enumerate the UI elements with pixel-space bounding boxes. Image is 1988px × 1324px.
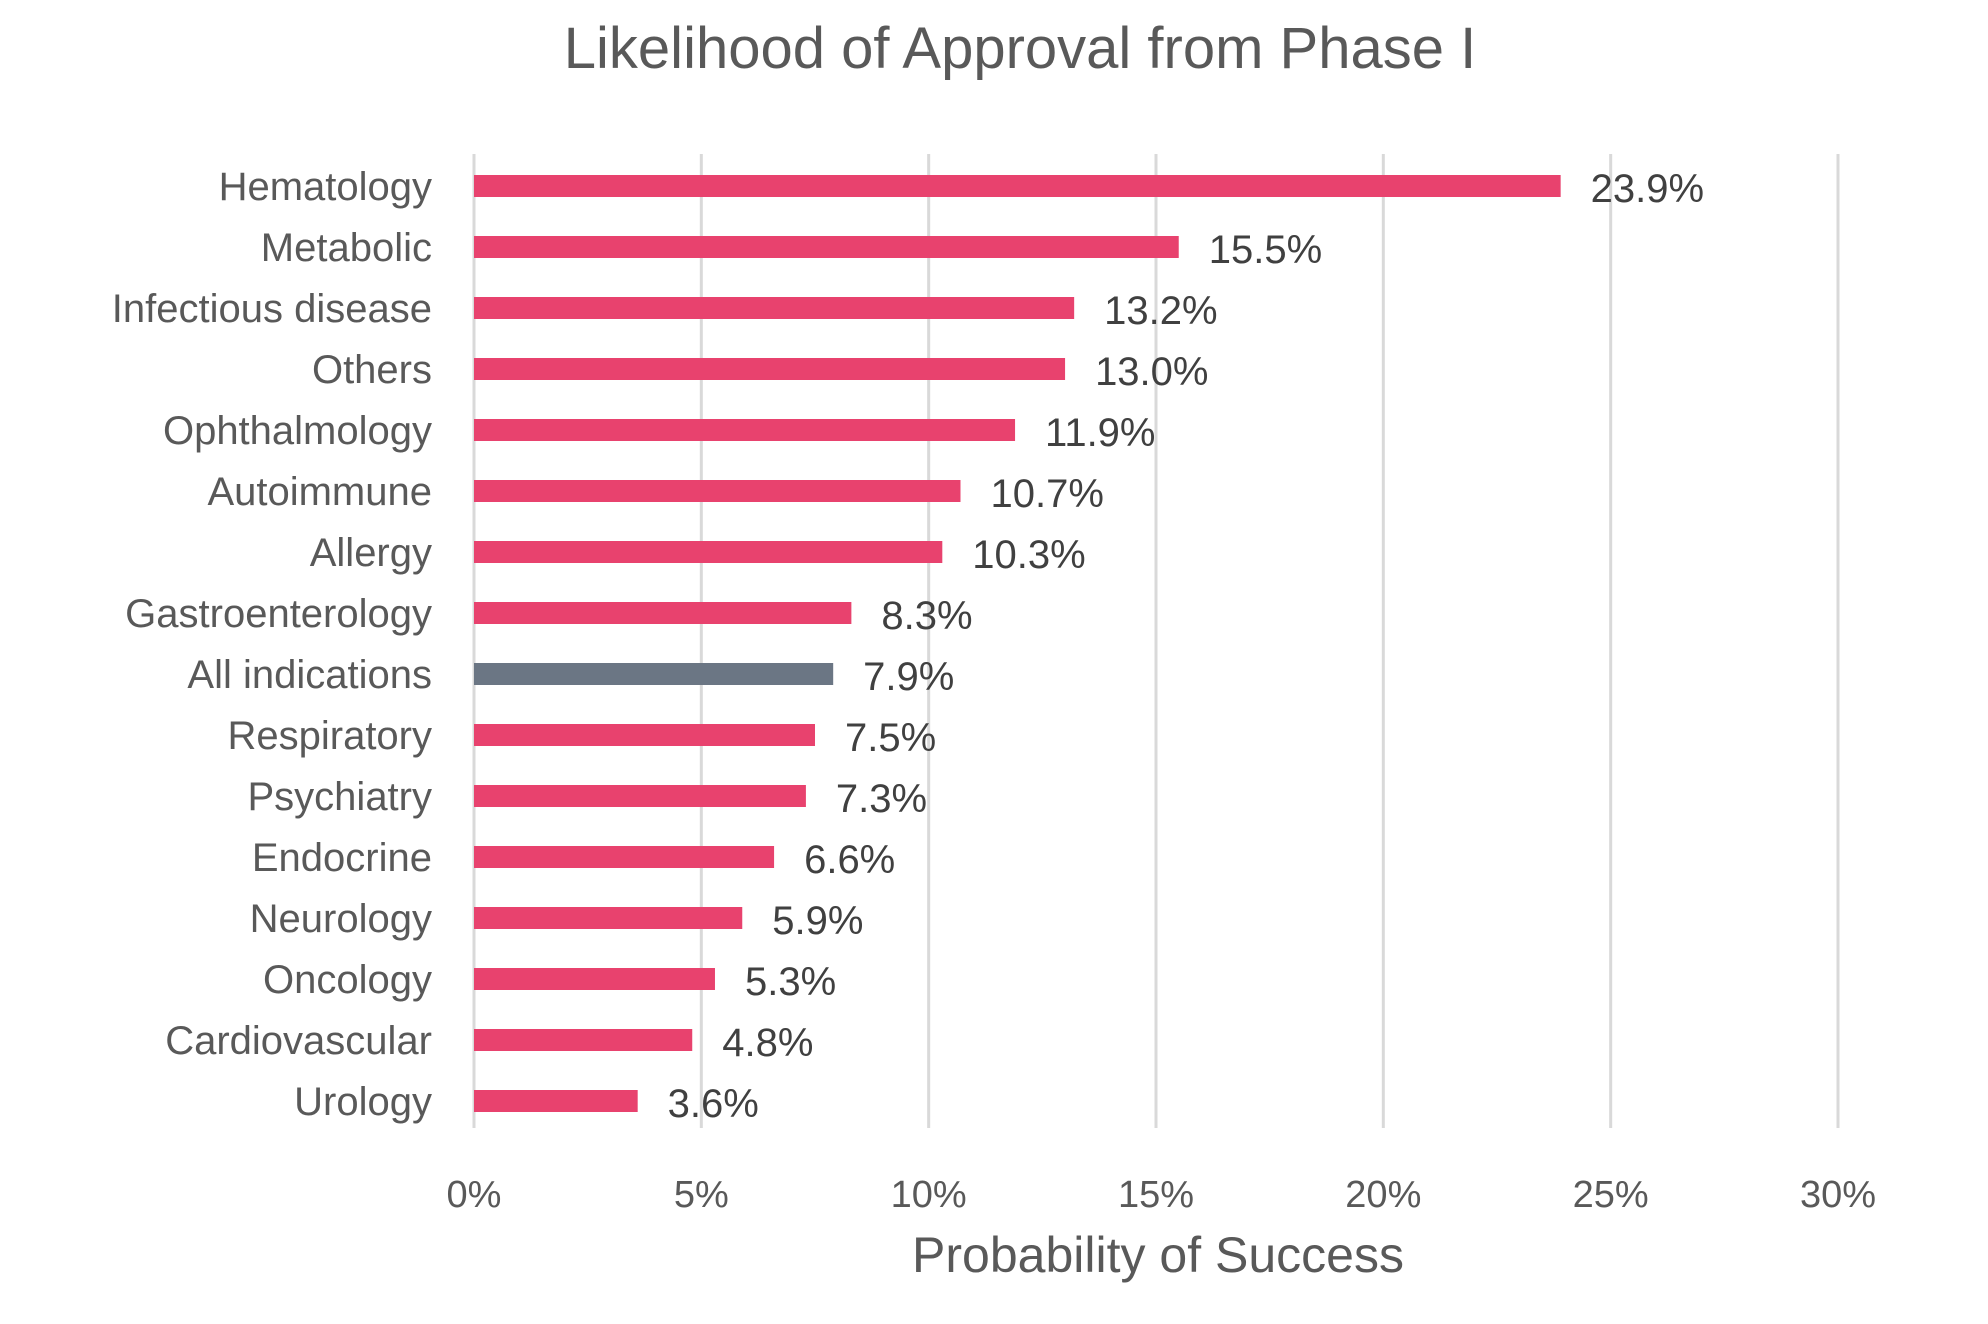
category-label: Respiratory — [227, 714, 432, 758]
data-label: 7.9% — [863, 655, 954, 699]
data-label: 7.5% — [845, 716, 936, 760]
bar — [474, 297, 1075, 319]
category-label: Hematology — [219, 165, 432, 209]
data-label: 13.2% — [1104, 289, 1217, 333]
x-tick-labels: 0% 5% 10% 15% 20% 25% 30% — [447, 1174, 1876, 1216]
bar — [474, 724, 815, 746]
x-tick-label: 5% — [674, 1174, 729, 1216]
data-label: 10.7% — [990, 472, 1103, 516]
category-label: Cardiovascular — [165, 1019, 432, 1063]
bar — [474, 541, 943, 563]
data-label: 5.3% — [745, 960, 836, 1004]
category-label: All indications — [187, 653, 432, 697]
data-label: 23.9% — [1591, 167, 1704, 211]
x-axis-title: Probability of Success — [912, 1227, 1404, 1283]
x-tick-label: 10% — [891, 1174, 967, 1216]
category-label: Oncology — [263, 958, 432, 1002]
bar — [474, 236, 1179, 258]
bar — [474, 846, 775, 868]
x-tick-label: 0% — [447, 1174, 502, 1216]
data-label: 5.9% — [772, 899, 863, 943]
category-labels: Hematology Metabolic Infectious disease Oth… — [112, 165, 432, 1124]
data-label: 13.0% — [1095, 350, 1208, 394]
category-label: Gastroenterology — [125, 592, 432, 636]
bar — [474, 1090, 638, 1112]
data-label: 15.5% — [1209, 228, 1322, 272]
bar — [474, 419, 1016, 441]
x-tick-label: 20% — [1345, 1174, 1421, 1216]
category-label: Others — [312, 348, 432, 392]
category-label: Neurology — [250, 897, 432, 941]
category-label: Ophthalmology — [163, 409, 432, 453]
bar — [474, 480, 961, 502]
data-label: 10.3% — [972, 533, 1085, 577]
bar — [474, 358, 1066, 380]
bars — [474, 175, 1561, 1112]
data-label: 8.3% — [881, 594, 972, 638]
x-tick-label: 15% — [1118, 1174, 1194, 1216]
bar — [474, 663, 834, 685]
data-label: 7.3% — [836, 777, 927, 821]
data-labels: 23.9% 15.5% 13.2% 13.0% 11.9% 10.7% 10.3%8.3% 7… — [668, 167, 1704, 1126]
chart-title: Likelihood of Approval from Phase I — [564, 16, 1476, 81]
x-tick-label: 25% — [1573, 1174, 1649, 1216]
bar — [474, 602, 852, 624]
category-label: Allergy — [310, 531, 432, 575]
category-label: Psychiatry — [248, 775, 433, 819]
category-label: Infectious disease — [112, 287, 432, 331]
data-label: 6.6% — [804, 838, 895, 882]
bar — [474, 907, 743, 929]
category-label: Urology — [294, 1080, 432, 1124]
category-label: Metabolic — [261, 226, 432, 270]
data-label: 4.8% — [722, 1021, 813, 1065]
bar — [474, 175, 1561, 197]
category-label: Endocrine — [252, 836, 432, 880]
bar — [474, 968, 715, 990]
category-label: Autoimmune — [207, 470, 432, 514]
bar — [474, 1029, 693, 1051]
data-label: 3.6% — [668, 1082, 759, 1126]
data-label: 11.9% — [1045, 411, 1155, 455]
bar — [474, 785, 806, 807]
x-tick-label: 30% — [1800, 1174, 1876, 1216]
